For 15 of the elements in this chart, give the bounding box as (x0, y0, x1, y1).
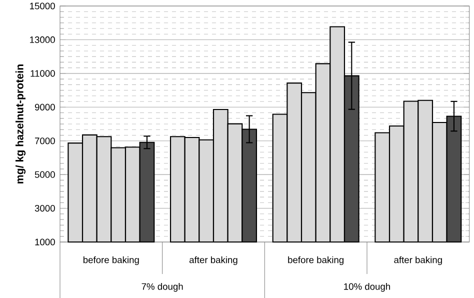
y-tick-label: 1000 (35, 238, 55, 246)
x-tick-label: after baking (190, 256, 238, 266)
y-tick-label: 3000 (34, 205, 55, 212)
text: 10% dough (344, 282, 390, 292)
x-tick-label: before baking (288, 256, 344, 266)
y-tick-label: 5000 (34, 171, 55, 178)
y-tick-label: 9000 (34, 104, 55, 110)
y-tick-label: 7000 (35, 138, 55, 144)
y-tick-label: 13000 (30, 36, 55, 44)
y-tick-label: 11000 (30, 70, 55, 77)
x-tick-label: after baking (394, 256, 442, 266)
x-tick-label: before baking (83, 256, 139, 266)
text: 7% dough (142, 282, 183, 292)
y-tick-label: 15000 (30, 2, 55, 10)
y-axis-title: mg/ kg hazelnut-protein (16, 64, 26, 184)
